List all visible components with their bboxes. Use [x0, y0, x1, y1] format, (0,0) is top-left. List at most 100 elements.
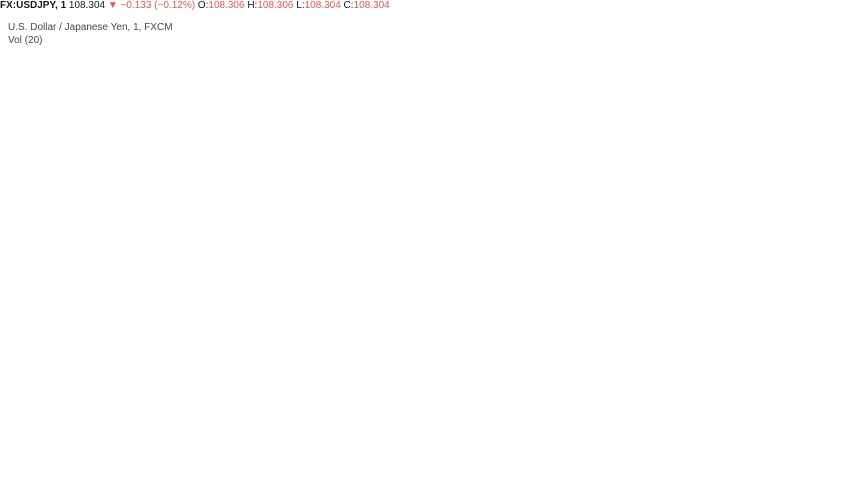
volume-indicator-label[interactable]: Vol (20) — [8, 35, 43, 46]
volume-bar — [36, 364, 42, 454]
candle — [141, 337, 148, 414]
candle-body — [231, 175, 238, 257]
price-tick-label: 108.300 — [813, 133, 847, 144]
volume-bar — [20, 394, 26, 454]
volume-bar — [152, 432, 158, 454]
symbol-interval[interactable]: FX:USDJPY, 1 — [0, 0, 67, 11]
volume-bar — [316, 444, 322, 454]
candle — [157, 243, 164, 300]
candle — [131, 308, 137, 346]
candle — [89, 194, 95, 265]
candle-body — [364, 145, 370, 152]
candle-body — [628, 75, 634, 89]
time-tick-label: 01:45 — [144, 461, 168, 472]
candle-body — [411, 113, 417, 141]
candle-body — [549, 116, 555, 138]
candle-body — [115, 210, 121, 217]
price-tick-label: 108.240 — [813, 295, 847, 306]
candle — [25, 218, 31, 290]
candle — [263, 137, 269, 179]
candle — [602, 94, 608, 122]
price-tick-label: 108.340 — [813, 25, 847, 36]
candle — [459, 97, 465, 135]
candle — [623, 59, 629, 81]
candle-body — [618, 67, 624, 81]
candle-body — [73, 235, 79, 254]
volume-bar — [311, 441, 317, 454]
volume-bar — [633, 448, 640, 454]
candle — [99, 183, 105, 244]
candle — [618, 61, 624, 89]
candle-body — [9, 199, 15, 246]
candle — [543, 126, 550, 141]
candle — [110, 170, 116, 219]
candle-body — [327, 170, 333, 203]
volume-bar — [570, 448, 576, 454]
candle-body — [427, 105, 433, 119]
last-price: 108.304 — [68, 0, 106, 11]
candle-body — [575, 116, 581, 125]
open-label: O: — [197, 0, 209, 11]
candle — [348, 167, 354, 217]
candle-body — [528, 113, 534, 125]
candle — [443, 91, 449, 111]
price-axis[interactable]: 108.340 108.330 108.320 108.310 108.300 108.2… — [805, 0, 852, 485]
volume-bar — [628, 447, 634, 454]
volume-bar — [644, 448, 650, 454]
volume-bar — [670, 448, 677, 454]
candle — [665, 113, 671, 135]
candle — [78, 218, 84, 268]
volume-bar — [274, 441, 280, 454]
candle-body — [290, 183, 296, 198]
candle — [316, 145, 322, 198]
candle-body — [469, 110, 476, 130]
volume-bar — [327, 439, 333, 454]
candle-body — [253, 99, 259, 144]
candle — [353, 153, 359, 187]
volume-bar — [390, 443, 396, 454]
candle-body — [739, 118, 745, 127]
time-axis[interactable]: 01:15 01:30 01:45 02:00 02:15 02:30 02:45 03:00… — [4, 453, 806, 472]
volume-bar — [575, 445, 581, 454]
price-tick-label: 108.290 — [813, 160, 847, 171]
volume-bar — [496, 447, 502, 454]
candle — [586, 110, 592, 127]
candle — [120, 202, 126, 241]
candle-body — [681, 121, 687, 125]
candle — [432, 102, 439, 141]
candle — [73, 224, 79, 276]
volume-bar — [379, 439, 386, 454]
candle — [231, 167, 238, 260]
volume-bar — [395, 445, 402, 454]
candle-body — [263, 153, 269, 160]
candle-body — [649, 99, 655, 106]
volume-bar — [512, 448, 518, 454]
volume-bar — [178, 425, 185, 454]
candle-body — [205, 240, 211, 244]
candle-body — [729, 116, 735, 127]
high-value: 108.306 — [257, 0, 294, 11]
candle — [237, 121, 243, 187]
candle-body — [247, 99, 253, 122]
candle-body — [131, 321, 137, 333]
candle-body — [136, 332, 142, 381]
candle-body — [670, 129, 677, 133]
price-tick-label: 108.230 — [813, 322, 847, 333]
candle-body — [686, 97, 693, 122]
volume-bar — [401, 444, 407, 454]
volume-bar — [205, 426, 211, 454]
volume-bar — [284, 439, 290, 454]
candle-body — [438, 107, 444, 111]
candle — [67, 240, 74, 290]
volume-bar — [46, 381, 52, 454]
volume-bar — [485, 445, 491, 454]
volume-bar — [491, 444, 497, 454]
volume-bar — [353, 441, 359, 454]
volume-bar — [189, 431, 195, 454]
volume-bar — [718, 451, 724, 454]
candle-body — [406, 140, 412, 160]
volume-bar — [173, 429, 179, 454]
candle-body — [538, 129, 544, 135]
candle-body — [78, 235, 84, 260]
